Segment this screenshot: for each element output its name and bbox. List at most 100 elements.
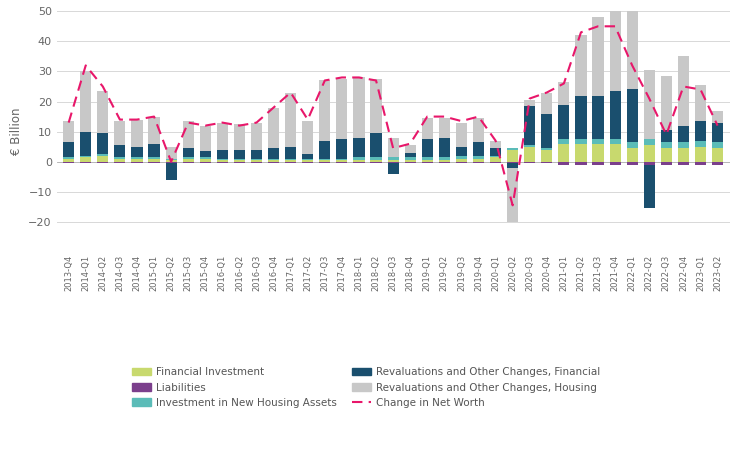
Bar xyxy=(132,162,143,163)
Bar xyxy=(183,159,194,162)
Bar xyxy=(183,148,194,157)
Bar xyxy=(388,162,398,163)
Bar xyxy=(319,160,330,162)
Change in Net Worth xyxy=(457,118,466,124)
Bar xyxy=(80,162,91,163)
Bar xyxy=(627,11,638,90)
Bar xyxy=(627,142,638,148)
Bar xyxy=(200,151,211,157)
Bar xyxy=(661,130,672,142)
Bar xyxy=(388,163,398,174)
Bar xyxy=(559,82,569,104)
Bar xyxy=(200,159,211,162)
Bar xyxy=(132,159,143,162)
Bar xyxy=(404,160,416,162)
Bar xyxy=(678,126,689,142)
Bar xyxy=(353,138,364,157)
Change in Net Worth xyxy=(593,23,603,29)
Bar xyxy=(370,79,382,133)
Bar xyxy=(166,147,177,159)
Bar xyxy=(285,147,296,159)
Bar xyxy=(234,124,245,150)
Bar xyxy=(217,122,228,150)
Bar xyxy=(63,121,74,142)
Bar xyxy=(98,133,108,154)
Bar xyxy=(251,122,262,150)
Bar xyxy=(114,145,125,157)
Bar xyxy=(524,147,535,162)
Bar xyxy=(575,162,587,165)
Change in Net Worth xyxy=(576,30,585,35)
Bar xyxy=(507,163,518,168)
Bar xyxy=(166,163,177,180)
Bar xyxy=(98,91,108,133)
Bar xyxy=(695,141,706,147)
Bar xyxy=(319,81,330,141)
Bar xyxy=(319,159,330,160)
Bar xyxy=(490,156,501,157)
Bar xyxy=(695,162,706,165)
Change in Net Worth xyxy=(371,78,380,83)
Change in Net Worth xyxy=(627,63,637,68)
Bar xyxy=(353,160,364,162)
Change in Net Worth xyxy=(201,123,210,128)
Bar xyxy=(98,154,108,156)
Bar xyxy=(661,148,672,162)
Bar xyxy=(438,118,450,138)
Bar xyxy=(473,142,484,156)
Change in Net Worth xyxy=(662,132,671,137)
Bar xyxy=(336,139,348,159)
Bar xyxy=(712,111,723,122)
Bar xyxy=(370,162,382,163)
Bar xyxy=(353,77,364,138)
Bar xyxy=(559,162,569,165)
Bar xyxy=(541,113,553,148)
Bar xyxy=(661,76,672,130)
Bar xyxy=(438,138,450,157)
Bar xyxy=(388,138,398,157)
Bar xyxy=(507,162,518,163)
Bar xyxy=(559,144,569,162)
Bar xyxy=(336,162,348,163)
Change in Net Worth xyxy=(611,23,620,29)
Bar xyxy=(712,122,723,142)
Change in Net Worth xyxy=(559,81,569,86)
Bar xyxy=(507,148,518,150)
Legend: Financial Investment, Liabilities, Investment in New Housing Assets, Revaluation: Financial Investment, Liabilities, Inves… xyxy=(128,363,605,412)
Bar xyxy=(490,157,501,162)
Bar xyxy=(285,160,296,162)
Bar xyxy=(559,139,569,144)
Bar xyxy=(63,162,74,163)
Change in Net Worth xyxy=(269,105,278,110)
Change in Net Worth xyxy=(150,114,159,119)
Bar xyxy=(148,157,160,159)
Bar xyxy=(148,159,160,162)
Bar xyxy=(302,121,313,154)
Bar xyxy=(524,162,535,163)
Bar xyxy=(132,120,143,147)
Change in Net Worth xyxy=(166,159,175,164)
Bar xyxy=(336,79,348,139)
Bar xyxy=(404,157,416,160)
Bar xyxy=(422,118,433,139)
Bar xyxy=(80,156,91,157)
Bar xyxy=(80,72,91,131)
Bar xyxy=(609,144,621,162)
Bar xyxy=(63,159,74,162)
Change in Net Worth xyxy=(81,63,90,68)
Change in Net Worth xyxy=(235,123,244,128)
Y-axis label: € Billion: € Billion xyxy=(10,108,23,155)
Bar xyxy=(268,159,279,160)
Change in Net Worth xyxy=(679,84,688,89)
Bar xyxy=(114,162,125,163)
Bar xyxy=(98,156,108,162)
Change in Net Worth xyxy=(98,84,107,89)
Bar xyxy=(217,162,228,163)
Bar xyxy=(712,148,723,162)
Bar xyxy=(217,150,228,159)
Bar xyxy=(524,145,535,147)
Bar xyxy=(234,159,245,160)
Bar xyxy=(438,162,450,163)
Change in Net Worth xyxy=(542,90,551,95)
Bar xyxy=(524,100,535,106)
